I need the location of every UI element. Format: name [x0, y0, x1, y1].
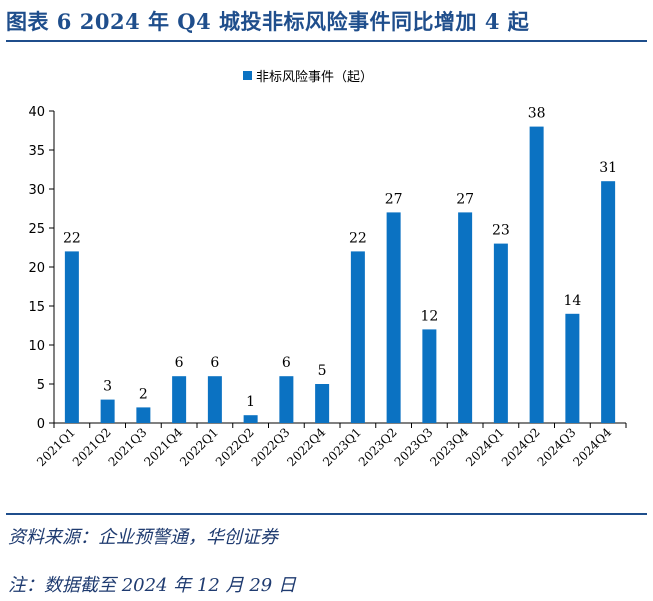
bar-value-label: 38 [528, 106, 546, 122]
bar-value-label: 2 [139, 386, 148, 402]
bar [529, 126, 544, 423]
bar [601, 181, 616, 423]
bar-value-label: 3 [103, 379, 112, 395]
y-tick-label: 20 [28, 261, 45, 276]
bar [315, 384, 330, 423]
bar [493, 243, 508, 423]
bar [136, 407, 151, 423]
bar-value-label: 5 [318, 363, 327, 379]
x-tick-label: 2023Q3 [392, 425, 436, 469]
bar-value-label: 14 [563, 293, 581, 309]
bar-value-label: 1 [246, 394, 255, 410]
bar [350, 251, 365, 423]
x-tick-label: 2024Q2 [499, 425, 543, 469]
x-tick-label: 2022Q4 [284, 425, 328, 469]
bar-value-label: 6 [175, 355, 184, 371]
y-axis: 0 5 10 15 20 25 30 35 40 [28, 105, 55, 432]
bar-value-label: 6 [210, 355, 219, 371]
bar-value-label: 22 [349, 230, 367, 246]
bar [243, 415, 258, 423]
x-tick-label: 2024Q3 [535, 425, 579, 469]
bar [386, 212, 401, 423]
bar-value-label: 31 [599, 160, 617, 176]
x-tick-label: 2024Q4 [570, 425, 614, 469]
bar [100, 399, 115, 423]
y-tick-label: 35 [28, 144, 45, 159]
bar [422, 329, 437, 423]
x-tick-label: 2022Q1 [177, 425, 221, 469]
chart-legend: 非标风险事件（起） [243, 70, 373, 85]
x-tick-label: 2021Q4 [141, 425, 185, 469]
title-divider [6, 40, 647, 42]
bar-value-label: 12 [420, 308, 438, 324]
bar [172, 376, 187, 423]
y-tick-label: 10 [28, 339, 45, 354]
bar-value-label: 27 [456, 191, 474, 207]
x-tick-label: 2023Q4 [427, 425, 471, 469]
bar-value-label: 22 [63, 230, 81, 246]
bar [565, 313, 580, 423]
bar [207, 376, 222, 423]
data-labels: 22 3 2 6 6 1 6 5 22 27 12 27 23 38 14 31 [63, 106, 617, 411]
y-tick-label: 0 [37, 417, 45, 432]
x-tick-label: 2023Q1 [320, 425, 364, 469]
figure-title: 图表 6 2024 年 Q4 城投非标风险事件同比增加 4 起 [6, 9, 530, 34]
x-tick-label: 2022Q3 [249, 425, 293, 469]
y-tick-label: 15 [28, 300, 45, 315]
y-tick-label: 40 [28, 105, 45, 120]
x-tick-label: 2021Q2 [70, 425, 114, 469]
x-axis: 2021Q12021Q22021Q32021Q42022Q12022Q22022… [34, 422, 627, 469]
footnote: 注：数据截至 2024 年 12 月 29 日 [8, 575, 296, 596]
y-tick-label: 30 [28, 183, 45, 198]
x-tick-label: 2023Q2 [356, 425, 400, 469]
source-note: 资料来源：企业预警通，华创证券 [8, 527, 278, 548]
legend-swatch [243, 71, 252, 80]
y-tick-label: 5 [37, 378, 45, 393]
bar [279, 376, 294, 423]
bar-value-label: 6 [282, 355, 291, 371]
legend-label: 非标风险事件（起） [256, 70, 373, 85]
x-tick-label: 2022Q2 [213, 425, 257, 469]
bar-series [64, 126, 616, 423]
bar-value-label: 23 [492, 223, 510, 239]
bar-value-label: 27 [385, 191, 403, 207]
bar [64, 251, 79, 423]
bar [458, 212, 473, 423]
x-tick-label: 2024Q1 [463, 425, 507, 469]
footer-divider [6, 513, 647, 515]
x-tick-label: 2021Q3 [106, 425, 150, 469]
y-tick-label: 25 [28, 222, 45, 237]
